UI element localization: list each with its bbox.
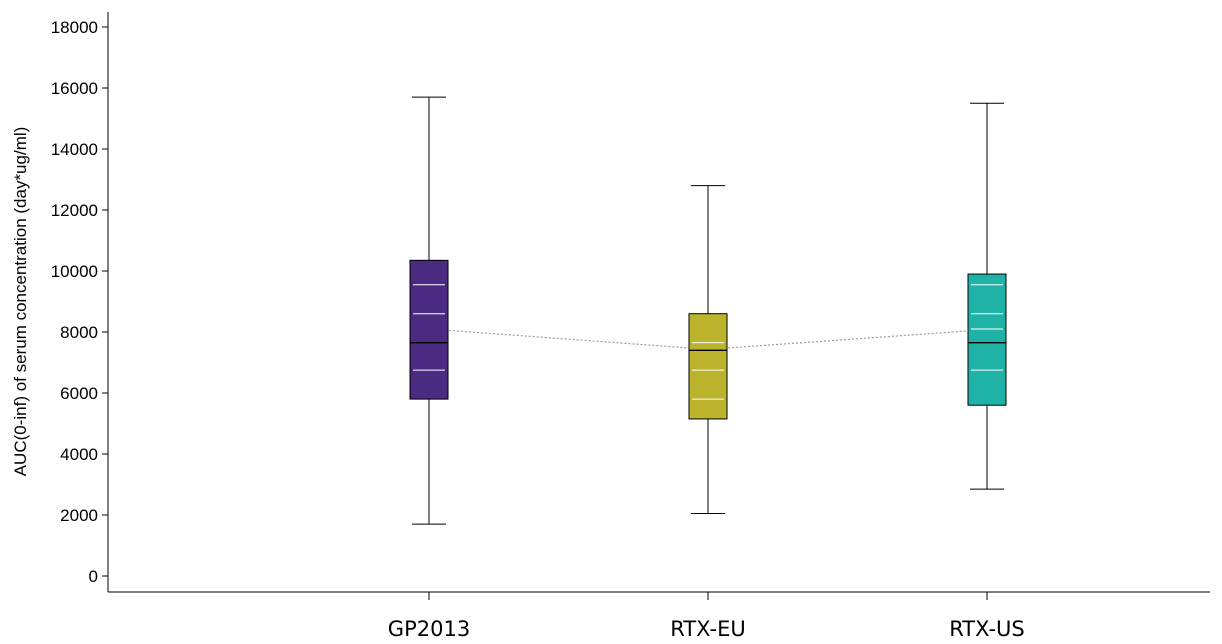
- y-tick-label: 4000: [60, 445, 98, 464]
- y-tick-label: 14000: [51, 140, 98, 159]
- iqr-box: [967, 273, 1007, 406]
- x-tick-label: RTX-EU: [670, 617, 745, 641]
- y-tick-label: 0: [89, 567, 98, 586]
- y-axis-label: AUC(0-inf) of serum concentration (day*u…: [11, 127, 30, 477]
- x-ticks: GP2013 RTX-EU RTX-US: [388, 592, 1025, 641]
- box-rtx-eu: [688, 185, 728, 514]
- mean-line: [428, 328, 988, 350]
- y-ticks: 0 2000 4000 6000 8000 10000 12000 14000 16000 180…: [51, 18, 108, 586]
- x-tick-label: GP2013: [388, 617, 470, 641]
- axes: [107, 12, 1210, 593]
- y-tick-label: 8000: [60, 323, 98, 342]
- y-tick-label: 12000: [51, 201, 98, 220]
- y-tick-label: 18000: [51, 18, 98, 37]
- iqr-box: [688, 313, 728, 420]
- boxes: [409, 96, 1007, 525]
- y-tick-label: 10000: [51, 262, 98, 281]
- box-gp2013: [409, 96, 449, 525]
- x-tick-label: RTX-US: [949, 617, 1025, 641]
- y-tick-label: 6000: [60, 384, 98, 403]
- iqr-box: [409, 259, 449, 400]
- y-tick-label: 16000: [51, 79, 98, 98]
- y-tick-label: 2000: [60, 506, 98, 525]
- box-rtx-us: [967, 102, 1007, 490]
